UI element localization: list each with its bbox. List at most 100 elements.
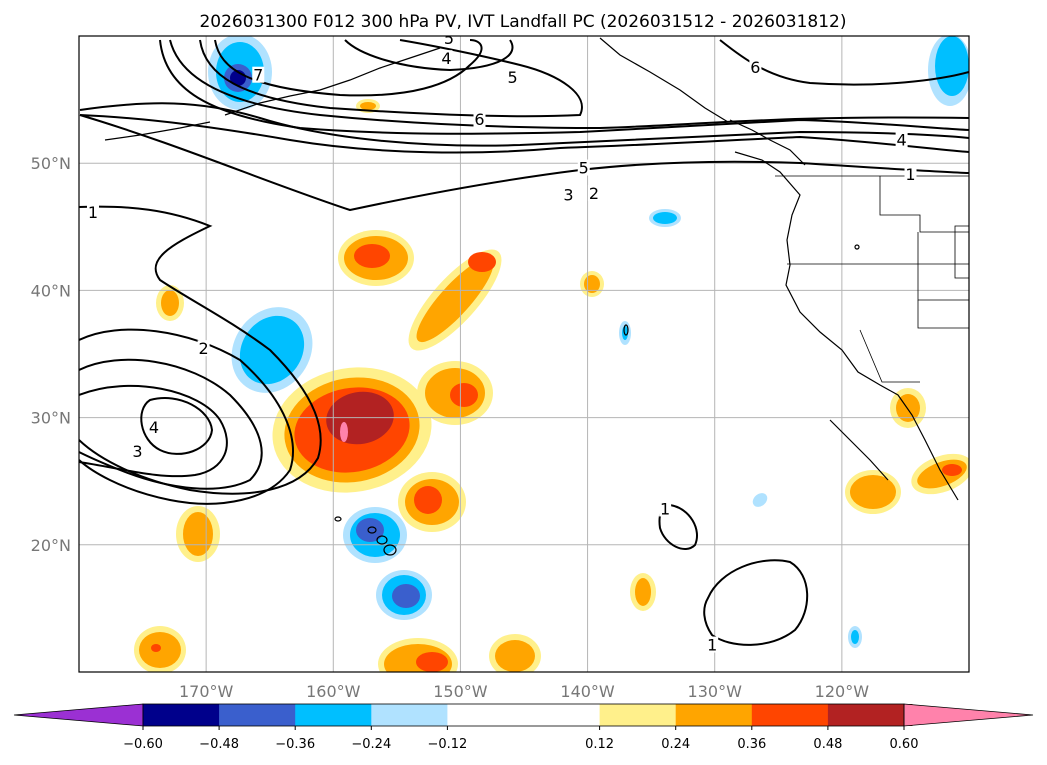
pc-shade-region	[495, 640, 535, 672]
coastline	[104, 37, 959, 556]
pc-shade-region	[942, 464, 962, 476]
coastline-segment	[729, 119, 806, 166]
pc-shade-region	[752, 493, 768, 507]
lon-tick-label: 160°W	[306, 682, 361, 701]
pc-shade-region	[414, 486, 442, 514]
contour-label-bg	[587, 185, 600, 201]
pc-shade-region	[450, 383, 478, 407]
longitude-tick-labels: 170°W 160°W 150°W 140°W 130°W 120°W	[179, 682, 869, 701]
pc-shade-region	[239, 315, 305, 385]
pc-shade-region	[653, 212, 677, 224]
pv-contours	[79, 39, 969, 646]
contour-label-bg	[442, 36, 455, 46]
pc-shade-region	[635, 578, 651, 606]
contour-label: 5	[579, 159, 589, 178]
pc-shade-region	[354, 244, 390, 268]
colorbar-extend-max	[903, 703, 1034, 727]
contour-label: 4	[441, 49, 451, 68]
colorbar-tick-label: 0.48	[813, 737, 842, 752]
contour-label: 1	[88, 203, 98, 222]
colorbar-segment	[675, 704, 761, 726]
contour-label-bg	[562, 186, 575, 203]
colorbar	[13, 703, 1034, 730]
colorbar-segment	[143, 704, 228, 726]
latitude-tick-labels: 20°N 30°N 40°N 50°N	[31, 154, 71, 555]
contour-label-bg	[577, 159, 590, 176]
contour-label: 1	[905, 165, 915, 184]
pv-contour-line	[159, 39, 969, 135]
contour-label-bg	[197, 340, 210, 357]
pv-contour-line	[79, 384, 228, 478]
chart-title: 2026031300 F012 300 hPa PV, IVT Landfall…	[199, 12, 846, 32]
state-borders	[775, 175, 969, 383]
lat-tick-label: 40°N	[31, 281, 71, 300]
pc-shade-region	[161, 290, 179, 316]
contour-label: 2	[589, 184, 599, 203]
pv-contour-line	[79, 205, 322, 495]
contour-label: 6	[750, 58, 760, 77]
pc-shade-region	[360, 102, 376, 110]
colorbar-tick-labels: −0.60 −0.48 −0.36 −0.24 −0.12 0.12 0.24 0.36 0.4…	[123, 737, 918, 752]
contour-label: 6	[474, 110, 484, 129]
contour-label: 4	[897, 131, 907, 150]
pv-contour-line	[214, 39, 483, 97]
colorbar-segment	[751, 704, 837, 726]
pc-shade-region	[183, 512, 213, 556]
colorbar-segment	[827, 704, 913, 726]
lon-tick-label: 170°W	[179, 682, 234, 701]
contour-label-bg	[131, 443, 144, 460]
border-segment	[859, 329, 920, 383]
contour-label-bg	[895, 131, 908, 148]
contour-label-bg	[659, 500, 672, 517]
island	[623, 324, 629, 336]
colorbar-tick-label: 0.24	[661, 737, 690, 752]
contour-label-bg	[440, 50, 453, 67]
pc-shade-region	[392, 584, 420, 608]
pv-contour-line	[703, 559, 809, 646]
pv-contour-line	[79, 328, 294, 505]
lon-tick-label: 150°W	[433, 682, 488, 701]
pv-contour-line	[169, 39, 969, 130]
contour-label: 3	[563, 185, 573, 204]
island	[334, 516, 342, 522]
pv-contour-line	[79, 114, 969, 154]
map-frame	[78, 35, 970, 673]
contour-label-bg	[749, 59, 762, 76]
contour-label-bg	[148, 419, 161, 436]
pc-shade-region	[468, 252, 496, 272]
contour-label: 7	[253, 66, 263, 85]
island	[854, 244, 860, 250]
lat-tick-label: 50°N	[31, 154, 71, 173]
colorbar-tick-label: −0.48	[199, 737, 239, 752]
contour-label-bg	[506, 69, 519, 86]
lon-tick-label: 130°W	[688, 682, 743, 701]
pv-contour-line	[199, 39, 583, 118]
colorbar-segment	[371, 704, 456, 726]
contour-label: 3	[132, 442, 142, 461]
pc-shade-region	[340, 422, 348, 442]
pc-shade-region	[416, 652, 448, 672]
contour-label-bg	[86, 204, 99, 221]
colorbar-segment	[295, 704, 380, 726]
colorbar-segment	[447, 704, 532, 726]
colorbar-tick-label: −0.36	[275, 737, 315, 752]
colorbar-tick-label: 0.36	[737, 737, 766, 752]
pv-contour-line	[79, 114, 969, 212]
border-segment	[954, 225, 969, 279]
pc-shading	[134, 36, 969, 672]
contour-label: 2	[199, 339, 209, 358]
pc-shade-region	[151, 644, 161, 652]
contour-label: 5	[507, 68, 517, 87]
pc-shade-region	[622, 326, 628, 340]
contour-label: 5	[444, 29, 454, 48]
colorbar-segment	[599, 704, 685, 726]
pv-contour-line	[140, 397, 214, 455]
border-segment	[879, 176, 969, 233]
coastline-segment	[599, 37, 729, 123]
contour-label-bg	[473, 111, 486, 128]
lat-tick-label: 20°N	[31, 536, 71, 555]
coastline-segment	[829, 419, 889, 481]
island	[383, 544, 397, 556]
